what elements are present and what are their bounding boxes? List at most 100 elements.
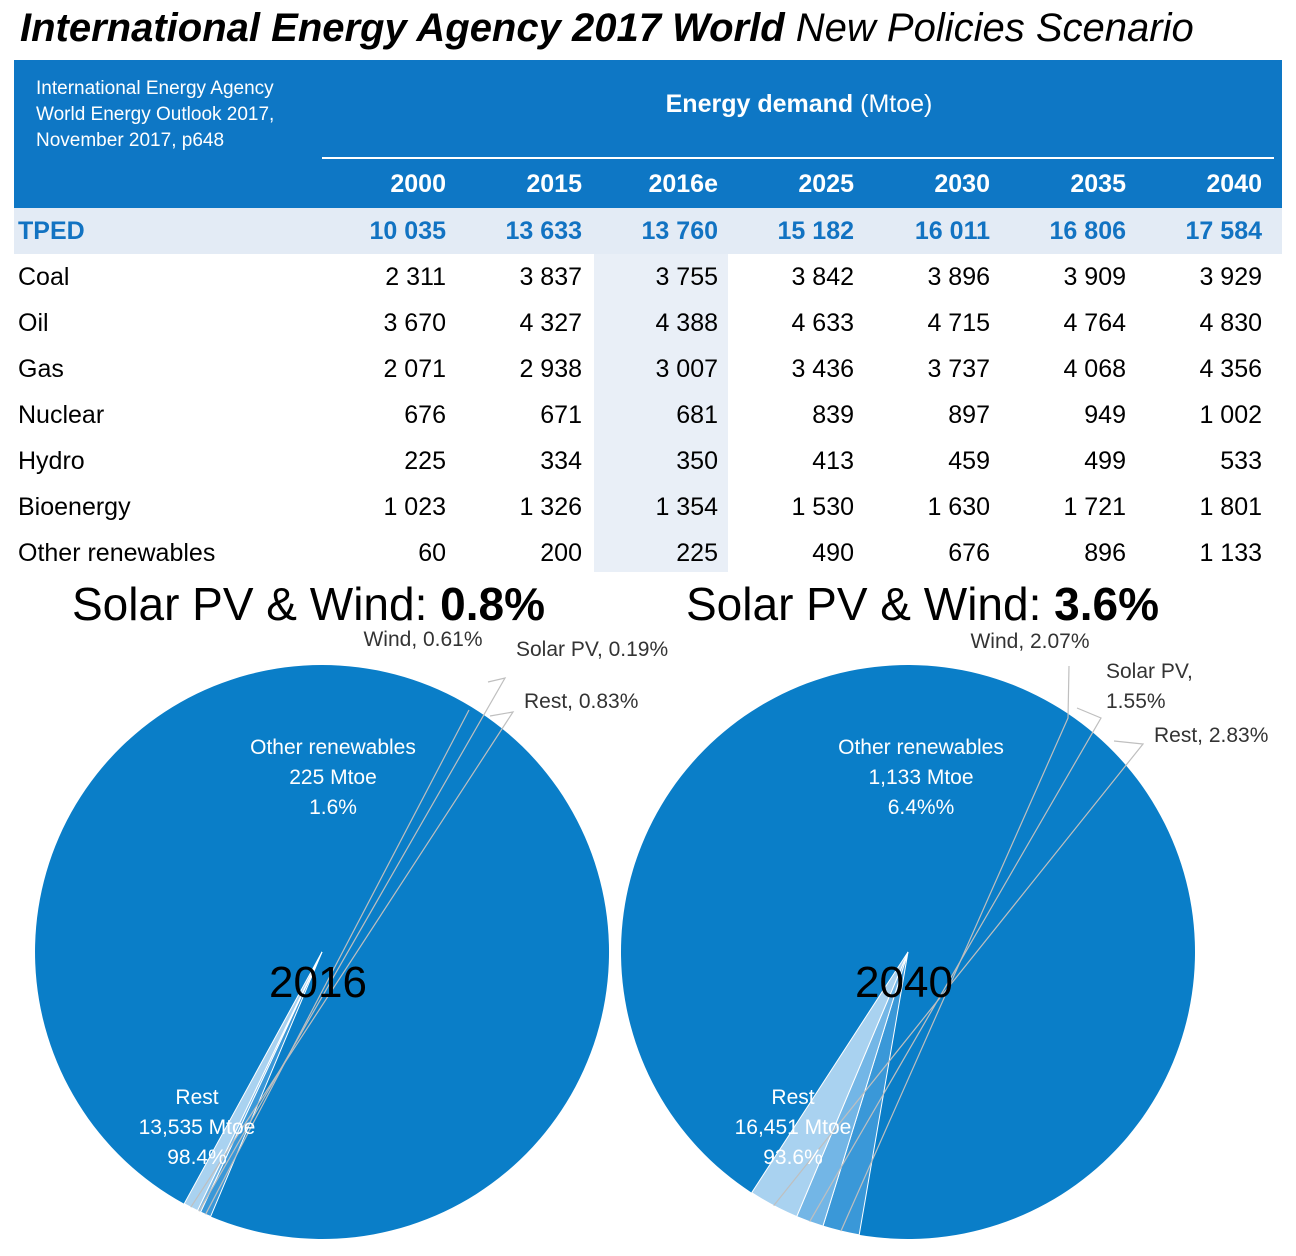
slice-label: 13,535 Mtoe — [139, 1116, 256, 1139]
table-cell: 1 133 — [1199, 539, 1262, 567]
table-cell: 3 929 — [1199, 263, 1262, 291]
energy-demand-table: International Energy Agency World Energy… — [14, 60, 1282, 572]
table-cell: 897 — [948, 401, 990, 429]
leader-line — [809, 707, 1102, 1222]
table-cell: 533 — [1220, 447, 1262, 475]
table-cell: 676 — [404, 401, 446, 429]
table-cell: 4 715 — [927, 309, 990, 337]
table-cell: 225 — [676, 539, 718, 567]
pie-charts: Wind, 0.61% Solar PV, 0.19% Rest, 0.83% Oth… — [35, 630, 1268, 1240]
table-cell: 1 630 — [927, 493, 990, 521]
leader-line — [198, 677, 507, 1212]
pie-title-2016: Solar PV & Wind: 0.8% — [72, 574, 545, 634]
table-cell: 4 356 — [1199, 355, 1262, 383]
table-cell: 16 806 — [1049, 217, 1126, 245]
table-cell: 4 327 — [519, 309, 582, 337]
table-cell: 671 — [540, 401, 582, 429]
row-label: Oil — [18, 309, 49, 337]
table-cell: 459 — [948, 447, 990, 475]
table-cell: 13 760 — [641, 217, 718, 245]
source-line: World Energy Outlook 2017, — [36, 104, 275, 125]
title-main: International Energy Agency 2017 World — [20, 6, 785, 50]
table-cell: 200 — [540, 539, 582, 567]
header-unit: (Mtoe) — [860, 90, 933, 118]
table-cell: 681 — [676, 401, 718, 429]
pie-title-text: Solar PV & Wind: — [686, 578, 1055, 630]
leader-line — [205, 709, 470, 1215]
row-label: Gas — [18, 355, 64, 383]
table-cell: 1 326 — [519, 493, 582, 521]
year-header: 2015 — [526, 170, 582, 198]
table-cell: 1 530 — [791, 493, 854, 521]
year-header: 2000 — [390, 170, 446, 198]
table-cell: 4 830 — [1199, 309, 1262, 337]
table-cell: 3 896 — [927, 263, 990, 291]
table-cell: 4 388 — [655, 309, 718, 337]
table-cell: 1 023 — [383, 493, 446, 521]
pie-title-value: 3.6% — [1054, 578, 1159, 630]
year-header: 2035 — [1070, 170, 1126, 198]
slice-label: 1.55% — [1106, 690, 1166, 713]
table-cell: 10 035 — [369, 217, 446, 245]
row-label: Other renewables — [18, 539, 216, 567]
table-cell: 3 670 — [383, 309, 446, 337]
group-label: Other renewables — [838, 736, 1004, 759]
table-header-band — [14, 60, 1282, 208]
table-cell: 839 — [812, 401, 854, 429]
table-cell: 499 — [1084, 447, 1126, 475]
table-cell: 1 002 — [1199, 401, 1262, 429]
pie-slice-rest — [750, 951, 909, 1218]
table-cell: 4 633 — [791, 309, 854, 337]
table-cell: 60 — [418, 539, 446, 567]
table-cell: 2 311 — [385, 263, 446, 291]
page-title: International Energy Agency 2017 World N… — [20, 2, 1290, 54]
table-cell: 17 584 — [1185, 217, 1262, 245]
slice-label: Wind, 0.61% — [363, 630, 482, 651]
group-label: 6.4%% — [888, 796, 955, 819]
row-label: Coal — [18, 263, 70, 291]
table-cell: 4 764 — [1063, 309, 1126, 337]
source-line: November 2017, p648 — [36, 130, 225, 151]
table-cell: 350 — [676, 447, 718, 475]
table-cell: 1 721 — [1063, 493, 1126, 521]
year-header: 2025 — [798, 170, 854, 198]
group-label: 1.6% — [309, 796, 357, 819]
table-cell: 896 — [1084, 539, 1126, 567]
row-label: Bioenergy — [18, 493, 131, 521]
leader-line — [840, 665, 1070, 1232]
slice-label: Rest — [771, 1086, 814, 1109]
table-group-header: Energy demand (Mtoe) — [324, 90, 1274, 119]
pie-center-label: 2040 — [855, 958, 953, 1007]
pie-title-text: Solar PV & Wind: — [72, 578, 441, 630]
table-cell: 13 633 — [505, 217, 582, 245]
pie-title-value: 0.8% — [440, 578, 545, 630]
slice-label: Rest, 0.83% — [524, 690, 638, 713]
table-cell: 1 801 — [1199, 493, 1262, 521]
table-cell: 334 — [540, 447, 582, 475]
table-cell: 3 007 — [655, 355, 718, 383]
table-cell: 3 436 — [791, 355, 854, 383]
table-cell: 3 842 — [791, 263, 854, 291]
table-cell: 490 — [812, 539, 854, 567]
leader-line — [190, 711, 515, 1208]
group-label: 1,133 Mtoe — [868, 766, 973, 789]
pie-center-label: 2016 — [269, 958, 367, 1007]
header-title: Energy demand — [665, 90, 854, 118]
slice-label: 16,451 Mtoe — [735, 1116, 852, 1139]
slice-label: Wind, 2.07% — [970, 630, 1089, 653]
pie-chart-2040: Wind, 2.07% Solar PV, 1.55% Rest, 2.83% Othe… — [621, 630, 1268, 1240]
row-label: Nuclear — [18, 401, 105, 429]
table-cell: 3 837 — [519, 263, 582, 291]
pie-slice-rest — [183, 951, 323, 1212]
group-label: Other renewables — [250, 736, 416, 759]
table-cell: 3 755 — [655, 263, 718, 291]
table-cell: 4 068 — [1063, 355, 1126, 383]
table-cell: 3 909 — [1063, 263, 1126, 291]
header-divider — [322, 157, 1274, 159]
slice-label: Solar PV, — [1106, 660, 1193, 683]
title-subtitle: New Policies Scenario — [795, 6, 1194, 50]
row-label: TPED — [18, 217, 85, 245]
table-cell: 2 938 — [519, 355, 582, 383]
table-cell: 949 — [1084, 401, 1126, 429]
table-cell: 413 — [812, 447, 854, 475]
